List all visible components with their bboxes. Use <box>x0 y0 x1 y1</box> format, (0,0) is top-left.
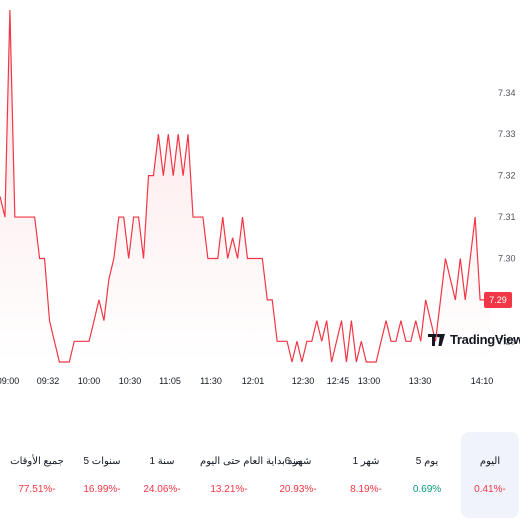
x-tick-label: 11:30 <box>200 376 222 386</box>
price-line <box>0 9 490 363</box>
performance-period-7[interactable]: جميع الأوقات 77.51%- <box>8 432 66 518</box>
performance-bar: اليوم 0.41%- 5 يوم 0.69% 1 شهر 8.19%- 6 شهر 20.… <box>0 432 520 518</box>
performance-label: 5 يوم <box>415 456 439 467</box>
x-tick-label: 09:00 <box>0 376 19 386</box>
performance-value: 0.41%- <box>474 484 506 495</box>
performance-label: منذ بداية العام حتى اليوم <box>200 456 302 467</box>
performance-period-1[interactable]: 5 يوم 0.69% <box>398 432 456 518</box>
last-price-tag: 7.29 <box>484 291 512 308</box>
tradingview-logo[interactable]: TradingView <box>428 332 520 347</box>
x-tick-label: 12:30 <box>292 376 315 386</box>
x-tick-label: 12:45 <box>327 376 350 386</box>
y-tick-label: 7.28 <box>498 336 516 346</box>
price-area <box>0 10 490 362</box>
performance-period-6[interactable]: 5 سنوات 16.99%- <box>73 432 131 518</box>
performance-value: 8.19%- <box>350 484 382 495</box>
performance-value: 24.06%- <box>143 484 181 495</box>
performance-value: 0.69% <box>412 484 442 495</box>
performance-value: 77.51%- <box>18 484 56 495</box>
performance-period-4[interactable]: منذ بداية العام حتى اليوم 13.21%- <box>200 432 302 518</box>
x-tick-label: 10:00 <box>78 376 101 386</box>
performance-period-3[interactable]: 6 شهر 20.93%- <box>269 432 327 518</box>
y-tick-label: 7.33 <box>498 129 516 139</box>
tradingview-icon <box>428 333 445 346</box>
performance-value: 20.93%- <box>279 484 317 495</box>
x-tick-label: 12:01 <box>242 376 265 386</box>
performance-label: 1 سنة <box>149 456 175 467</box>
x-tick-label: 09:32 <box>37 376 60 386</box>
performance-value: 16.99%- <box>83 484 121 495</box>
performance-label: 6 شهر <box>284 456 312 467</box>
y-tick-label: 7.32 <box>498 171 516 181</box>
performance-value: 13.21%- <box>210 484 248 495</box>
x-tick-label: 13:00 <box>358 376 381 386</box>
y-tick-label: 7.31 <box>498 212 516 222</box>
price-chart[interactable]: 7.34 7.33 7.32 7.31 7.30 7.28 09:00 09:32 10:00 1… <box>0 0 520 392</box>
x-tick-label: 11:05 <box>159 376 181 386</box>
performance-label: اليوم <box>479 456 501 467</box>
y-tick-label: 7.34 <box>498 88 516 98</box>
chart-svg[interactable]: 7.34 7.33 7.32 7.31 7.30 7.28 09:00 09:32 10:00 1… <box>0 0 520 392</box>
x-tick-label: 14:10 <box>471 376 494 386</box>
performance-label: جميع الأوقات <box>10 456 64 467</box>
performance-period-2[interactable]: 1 شهر 8.19%- <box>337 432 395 518</box>
performance-period-5[interactable]: 1 سنة 24.06%- <box>133 432 191 518</box>
y-tick-label: 7.30 <box>498 253 516 263</box>
x-tick-label: 13:30 <box>409 376 432 386</box>
performance-period-0[interactable]: اليوم 0.41%- <box>461 432 519 518</box>
performance-label: 5 سنوات <box>83 456 121 467</box>
tradingview-logo-text: TradingView <box>450 332 520 347</box>
x-tick-label: 10:30 <box>119 376 142 386</box>
performance-label: 1 شهر <box>352 456 380 467</box>
